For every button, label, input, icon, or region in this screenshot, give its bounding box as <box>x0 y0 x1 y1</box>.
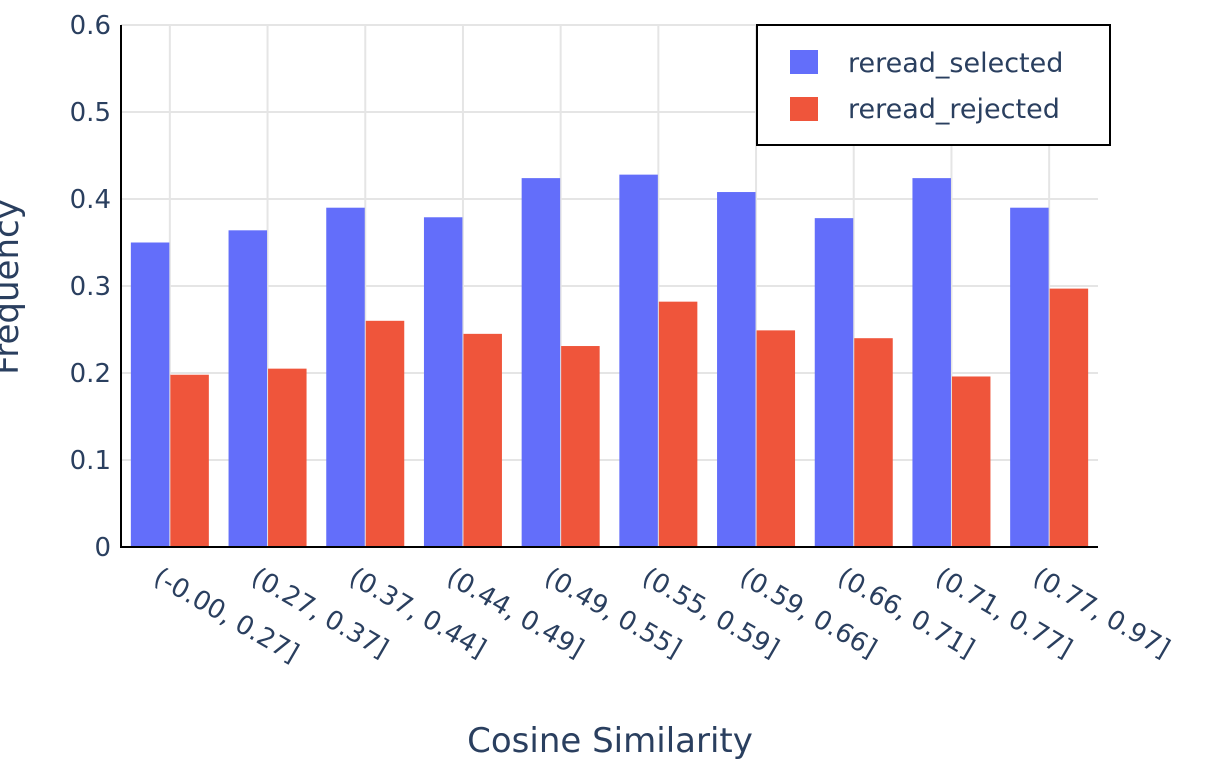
bar-reread-selected <box>326 207 365 547</box>
axes-layer <box>120 25 1098 548</box>
bars-layer <box>130 174 1089 548</box>
y-tick-labels: 0 0.1 0.2 0.3 0.4 0.5 0.6 <box>70 11 111 563</box>
y-tick-label: 0.5 <box>70 98 111 128</box>
bar-reread-rejected <box>1049 288 1089 547</box>
bar-reread-selected <box>619 174 658 547</box>
bar-reread-rejected <box>951 376 991 547</box>
legend-box <box>756 24 1111 146</box>
bar-reread-rejected <box>854 338 893 547</box>
legend-swatch-selected <box>790 50 818 74</box>
y-tick-label: 0.6 <box>70 11 111 41</box>
bar-reread-selected <box>130 242 170 547</box>
bar-reread-rejected <box>658 301 698 547</box>
legend: reread_selected reread_rejected <box>756 24 1111 146</box>
bar-reread-rejected <box>268 368 307 547</box>
bar-reread-rejected <box>365 320 405 547</box>
y-axis-title: Frequency <box>0 199 27 375</box>
x-axis-title: Cosine Similarity <box>467 721 753 761</box>
y-tick-label: 0 <box>94 533 111 563</box>
x-tick-labels: (-0.00, 0.27](0.27, 0.37](0.37, 0.44](0.… <box>148 562 1174 669</box>
bar-reread-selected <box>423 217 463 547</box>
bar-reread-selected <box>228 230 268 547</box>
bar-reread-rejected <box>756 330 796 547</box>
legend-label-selected: reread_selected <box>848 48 1063 79</box>
bar-reread-selected <box>814 218 854 547</box>
y-tick-label: 0.3 <box>70 272 111 302</box>
bar-reread-selected <box>717 192 756 548</box>
y-tick-label: 0.4 <box>70 185 111 215</box>
bar-reread-selected <box>912 178 951 547</box>
bar-reread-rejected <box>561 346 600 547</box>
legend-label-rejected: reread_rejected <box>848 94 1060 125</box>
bar-reread-rejected <box>170 374 209 547</box>
bar-reread-selected <box>1010 207 1049 547</box>
y-tick-label: 0.1 <box>70 446 111 476</box>
bar-reread-rejected <box>463 333 502 547</box>
legend-swatch-rejected <box>790 97 818 121</box>
y-tick-label: 0.2 <box>70 359 111 389</box>
bar-reread-selected <box>521 178 561 547</box>
